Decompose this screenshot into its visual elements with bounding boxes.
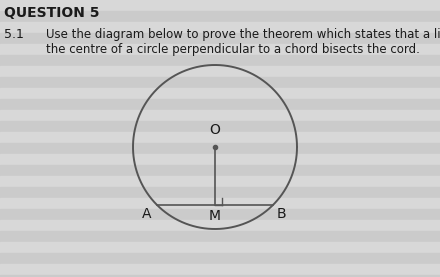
Text: O: O <box>209 123 220 137</box>
Bar <box>0 176 440 187</box>
Bar <box>0 88 440 99</box>
Text: Use the diagram below to prove the theorem which states that a line drawn from: Use the diagram below to prove the theor… <box>46 28 440 41</box>
Bar <box>0 231 440 242</box>
Bar <box>0 11 440 22</box>
Bar <box>0 220 440 231</box>
Bar <box>0 110 440 121</box>
Bar <box>0 66 440 77</box>
Bar <box>0 33 440 44</box>
Bar <box>0 253 440 264</box>
Bar <box>0 209 440 220</box>
Bar <box>0 55 440 66</box>
Bar <box>0 275 440 277</box>
Bar <box>0 198 440 209</box>
Text: 5.1: 5.1 <box>4 28 24 41</box>
Text: the centre of a circle perpendicular to a chord bisects the cord.: the centre of a circle perpendicular to … <box>46 43 420 56</box>
Bar <box>0 154 440 165</box>
Bar <box>0 264 440 275</box>
Bar <box>0 242 440 253</box>
Bar <box>0 0 440 11</box>
Bar <box>0 132 440 143</box>
Bar <box>0 121 440 132</box>
Text: M: M <box>209 209 221 223</box>
Text: B: B <box>277 207 286 221</box>
Bar <box>0 44 440 55</box>
Bar <box>0 165 440 176</box>
Bar <box>0 22 440 33</box>
Text: A: A <box>142 207 151 221</box>
Bar <box>0 187 440 198</box>
Text: QUESTION 5: QUESTION 5 <box>4 6 99 20</box>
Bar <box>0 77 440 88</box>
Bar <box>0 143 440 154</box>
Bar <box>0 99 440 110</box>
